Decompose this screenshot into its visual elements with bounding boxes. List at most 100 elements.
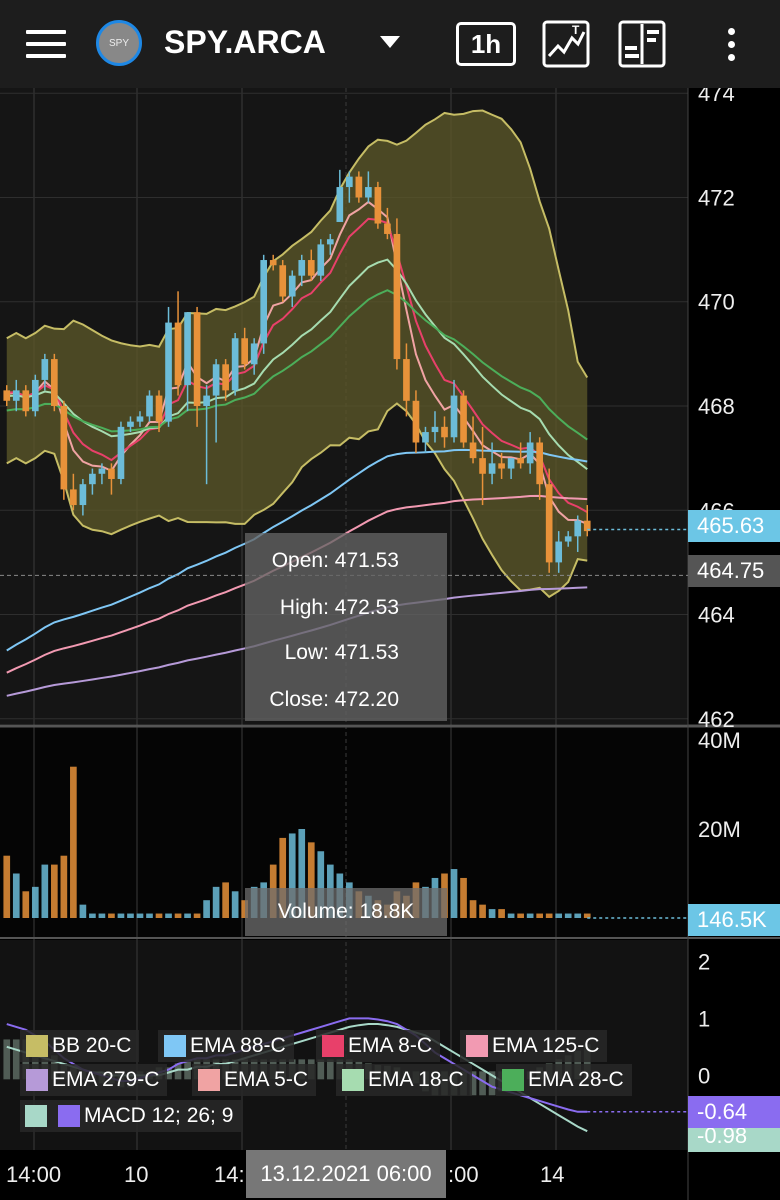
bb-fill <box>6 110 588 597</box>
volume-bar <box>498 909 505 918</box>
candle-body <box>51 359 58 406</box>
symbol-logo: SPY <box>96 20 142 66</box>
bb-upper-line <box>6 109 589 379</box>
x-label-4: :00 <box>448 1162 479 1187</box>
timeframe-button[interactable]: 1h <box>456 22 516 66</box>
candle-body <box>70 489 77 506</box>
candle-body <box>564 536 572 542</box>
volume-bar <box>155 913 163 918</box>
volume-bar <box>117 913 125 918</box>
volume-bar <box>583 913 591 918</box>
volume-bar <box>564 913 572 918</box>
candle-body <box>184 312 191 386</box>
candle-body <box>98 468 106 474</box>
volume-bar <box>203 900 210 918</box>
layout-icon[interactable] <box>618 20 666 68</box>
tooltip-open: Open: 471.53 <box>271 549 399 572</box>
volume-bar <box>193 913 201 918</box>
legend-macd[interactable]: MACD 12; 26; 9 <box>52 1100 242 1132</box>
macd-tick-label: 0 <box>698 1063 710 1088</box>
volume-bar <box>22 891 30 918</box>
volume-bar <box>146 913 153 918</box>
bollinger-bands <box>6 109 589 599</box>
candle-body <box>222 364 229 391</box>
volume-bar <box>174 913 182 918</box>
volume-last-badge: 146.5K <box>688 904 780 936</box>
volume-bar <box>222 882 229 918</box>
legend-signal[interactable] <box>20 1100 52 1132</box>
candle-body <box>165 322 172 422</box>
macd-hist-bar <box>3 1039 11 1080</box>
volume-bar <box>450 869 458 918</box>
macd-tick-label: 2 <box>698 949 710 974</box>
candle-body <box>583 520 591 532</box>
menu-icon[interactable] <box>26 30 66 60</box>
ema-28-line <box>6 289 588 441</box>
candle-body <box>441 426 448 438</box>
svg-text:T: T <box>572 23 580 37</box>
candle-body <box>250 343 258 365</box>
candle-body <box>136 416 144 422</box>
legend-ema5[interactable]: EMA 5-C <box>192 1064 317 1096</box>
candle-body <box>22 390 30 412</box>
candle-body <box>298 260 306 276</box>
candle-body <box>117 426 125 479</box>
legend-ema18[interactable]: EMA 18-C <box>336 1064 472 1096</box>
indicators-icon[interactable]: T <box>542 20 590 68</box>
price-axis: 47447247046846646446240M20M210 <box>698 88 741 1088</box>
volume-bar <box>279 837 287 918</box>
legend-ema88[interactable]: EMA 88-C <box>158 1030 294 1062</box>
volume-bar <box>231 891 239 918</box>
candle-body <box>231 338 239 391</box>
candle-body <box>146 395 153 417</box>
candle-body <box>374 187 382 224</box>
candle-body <box>326 239 334 245</box>
candle-body <box>31 379 39 412</box>
volume-tick-label: 40M <box>698 728 741 753</box>
macd-hist-bar <box>174 1063 182 1080</box>
volume-bar <box>127 913 134 918</box>
candle-body <box>79 484 87 506</box>
candle-body <box>384 223 391 234</box>
volume-bar <box>555 913 563 918</box>
candle-body <box>555 541 563 563</box>
ema-88-line <box>6 448 588 652</box>
macd-hist-bar <box>326 1059 334 1080</box>
legend-bb[interactable]: BB 20-C <box>20 1030 140 1062</box>
price-tick-label: 472 <box>698 185 735 210</box>
volume-bar <box>545 913 553 918</box>
chevron-down-icon[interactable] <box>380 36 400 48</box>
legend-ema8[interactable]: EMA 8-C <box>316 1030 441 1062</box>
candle-body <box>336 187 344 222</box>
candle-body <box>307 260 315 276</box>
symbol-title[interactable]: SPY.ARCA <box>164 24 326 60</box>
volume-bar <box>460 877 467 918</box>
volume-bar <box>298 829 306 918</box>
volume-bar <box>212 886 220 918</box>
volume-bar <box>479 904 486 918</box>
macd-badge: -0.64 <box>688 1096 780 1128</box>
volume-bar <box>108 913 115 918</box>
tooltip-high: High: 472.53 <box>279 596 399 619</box>
candle-body <box>536 442 543 485</box>
candle-body <box>403 359 410 401</box>
candle-body <box>450 395 458 438</box>
candle-body <box>12 390 20 401</box>
volume-bar <box>89 913 96 918</box>
volume-bar <box>488 909 496 918</box>
macd-hist-bar <box>488 1071 496 1096</box>
volume-bar <box>526 913 534 918</box>
candle-body <box>317 244 325 276</box>
volume-bar <box>79 904 87 918</box>
legend-ema28[interactable]: EMA 28-C <box>496 1064 632 1096</box>
volume-bar <box>307 842 315 918</box>
volume-bar <box>31 886 39 918</box>
candle-body <box>269 260 277 266</box>
legend-ema279[interactable]: EMA 279-C <box>20 1064 168 1096</box>
candle-body <box>155 395 163 422</box>
volume-bar <box>60 855 68 918</box>
legend-ema125[interactable]: EMA 125-C <box>460 1030 608 1062</box>
volume-bar <box>469 900 477 918</box>
more-icon[interactable] <box>728 28 738 64</box>
